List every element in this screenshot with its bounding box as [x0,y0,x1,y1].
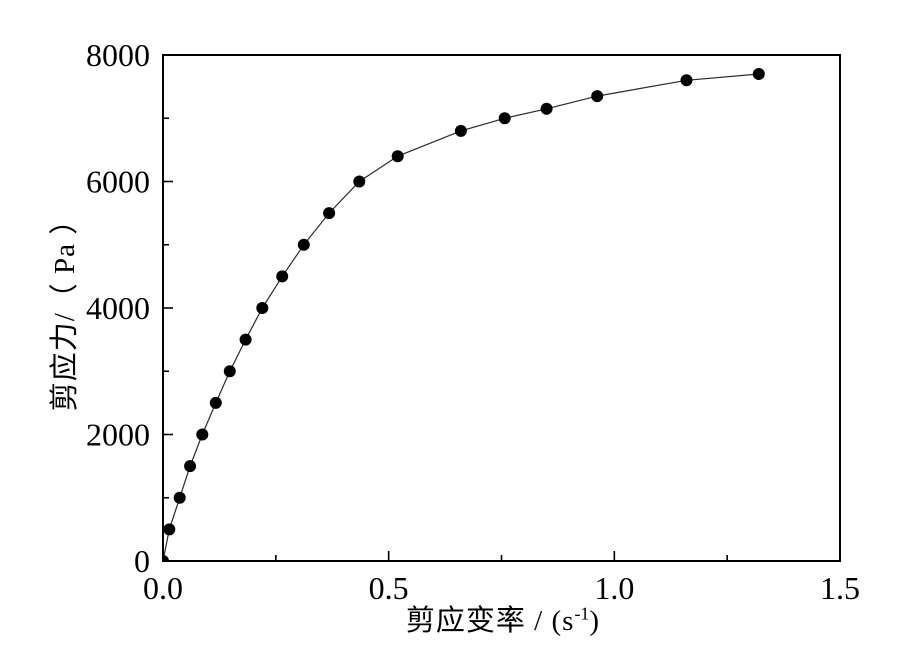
series-line [162,73,759,562]
y-tick-label: 4000 [86,290,150,326]
series-markers [163,68,765,561]
x-tick-label: 0.5 [369,570,409,606]
data-point [752,68,765,80]
data-point [163,555,169,561]
data-point [540,102,553,115]
y-tick-label: 0 [134,543,150,579]
y-tick-label: 8000 [86,37,150,73]
data-point [454,124,467,137]
data-point [591,90,604,103]
data-point [353,175,366,188]
x-axis-title: 剪应变率 / (s-1) [406,597,600,639]
data-point [223,365,236,378]
y-axis-title: 剪应力/（ Pa ） [41,205,83,412]
data-point [173,491,186,504]
x-axis-title-suffix: ) [589,605,601,637]
data-point [297,238,310,251]
data-point [256,302,269,314]
x-axis-title-superscript: -1 [574,603,590,624]
data-point [498,112,511,125]
data-point [163,523,176,536]
data-point [323,207,336,220]
data-point [391,150,404,163]
x-tick-label: 1.0 [594,570,634,606]
x-axis-title-prefix: 剪应变率 / (s [405,605,575,637]
data-point [239,333,252,346]
data-point [276,270,289,283]
x-tick-label: 1.5 [820,570,860,606]
y-tick-label: 6000 [86,164,150,200]
y-tick-label: 2000 [86,417,150,453]
x-tick-label: 0.0 [143,570,183,606]
data-point [209,396,222,409]
data-point [680,74,693,87]
y-axis-title-text: 剪应力/（ Pa ） [49,204,81,412]
data-point [184,460,197,473]
data-point [196,428,209,441]
